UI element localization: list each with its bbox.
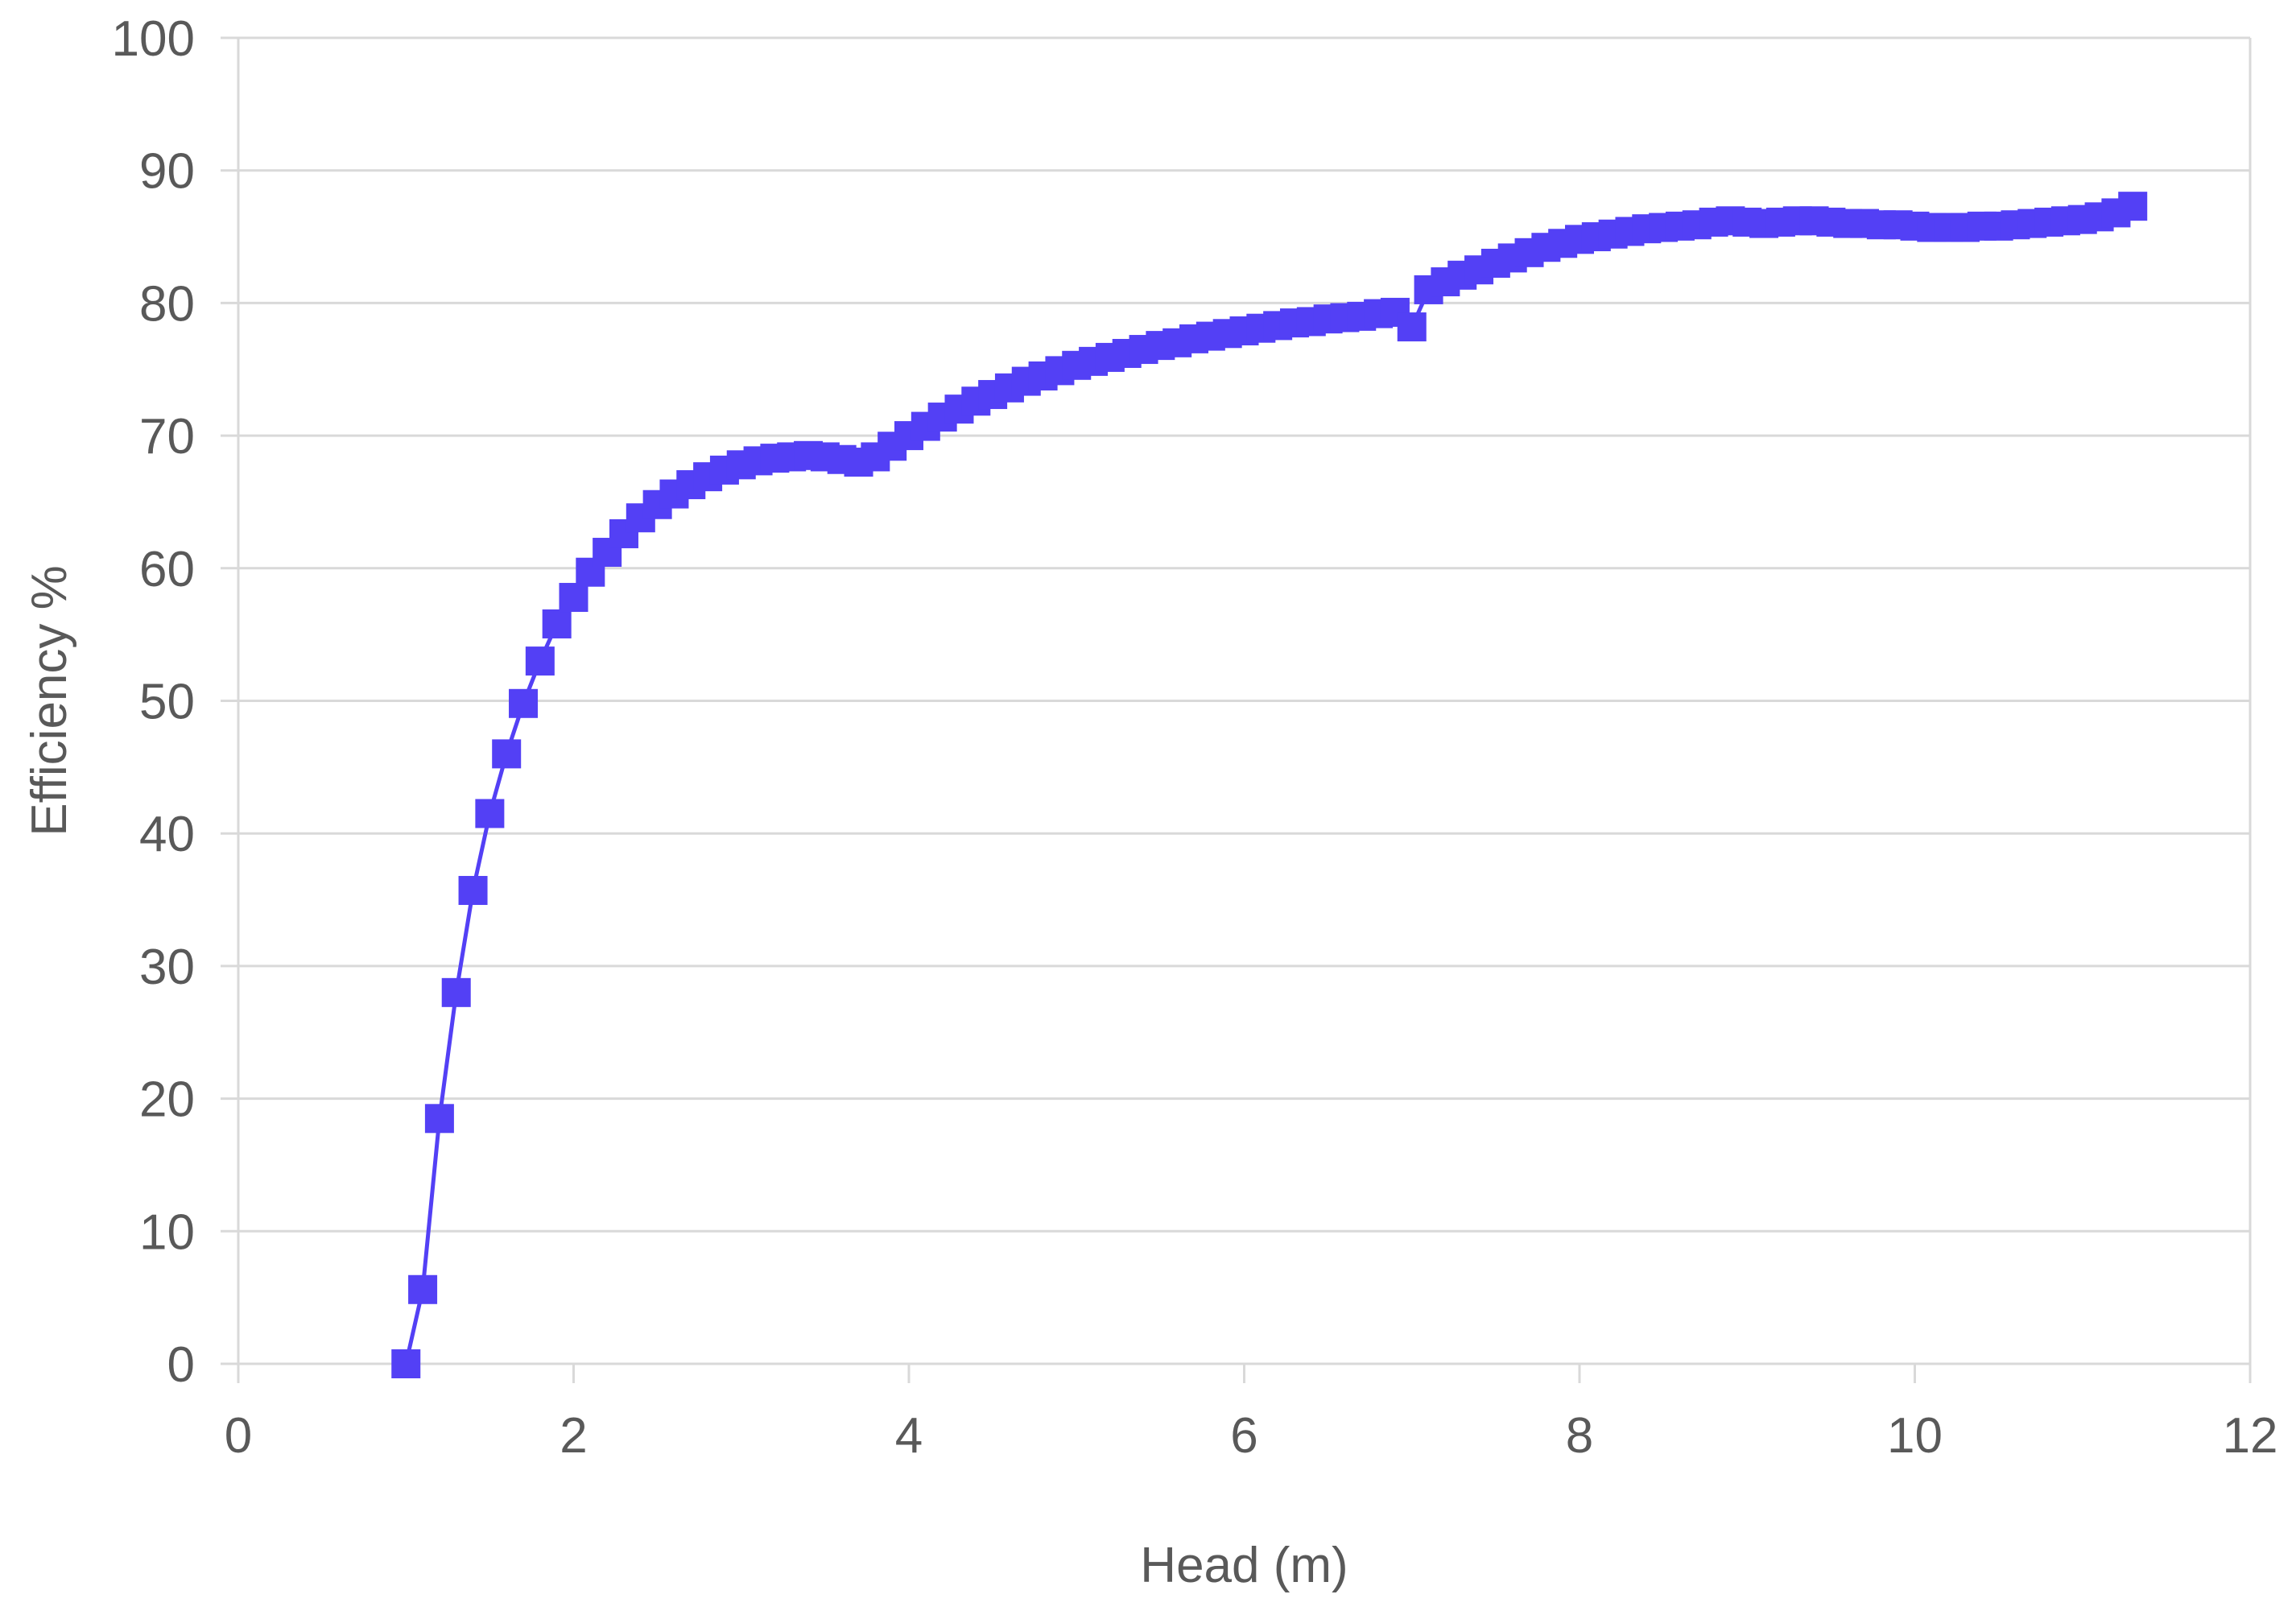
data-point-marker (424, 1104, 454, 1134)
x-tick-label: 10 (1887, 1408, 1943, 1464)
y-tick-label: 20 (139, 1072, 195, 1128)
x-tick-label: 8 (1566, 1408, 1593, 1464)
y-tick-label: 100 (112, 11, 195, 67)
data-series (391, 192, 2148, 1378)
y-tick-label: 60 (139, 542, 195, 597)
y-axis-title: Efficiency % (22, 565, 77, 836)
x-tick-label: 0 (225, 1408, 252, 1464)
y-tick-label: 40 (139, 807, 195, 862)
x-tick-label: 6 (1230, 1408, 1257, 1464)
data-point-marker (475, 799, 505, 828)
x-tick-marks (237, 1364, 2252, 1383)
y-tick-label: 0 (167, 1337, 195, 1393)
y-tick-label: 70 (139, 409, 195, 465)
data-point-marker (542, 609, 572, 638)
x-tick-label: 12 (2223, 1408, 2278, 1464)
data-point-marker (408, 1274, 438, 1304)
data-point-marker (441, 977, 471, 1007)
gridlines (238, 36, 2250, 1233)
y-tick-label: 10 (139, 1204, 195, 1260)
y-tick-label: 80 (139, 276, 195, 332)
y-tick-label: 50 (139, 675, 195, 730)
y-tick-label: 30 (139, 940, 195, 995)
y-tick-labels: 0 10 20 30 40 50 60 70 80 90 100 (112, 11, 238, 1393)
x-axis-title: Head (m) (1140, 1538, 1348, 1593)
data-point-marker (525, 646, 555, 676)
data-point-marker (2118, 192, 2148, 221)
x-tick-label: 4 (895, 1408, 923, 1464)
data-point-marker (1397, 312, 1427, 342)
x-tick-labels: 0 2 4 6 8 10 12 (225, 1408, 2278, 1464)
data-point-marker (492, 739, 522, 769)
y-tick-label: 90 (139, 144, 195, 200)
data-point-marker (509, 688, 539, 718)
data-point-marker (559, 583, 588, 613)
data-point-marker (391, 1349, 421, 1378)
data-point-marker (458, 876, 488, 906)
x-tick-label: 2 (560, 1408, 587, 1464)
